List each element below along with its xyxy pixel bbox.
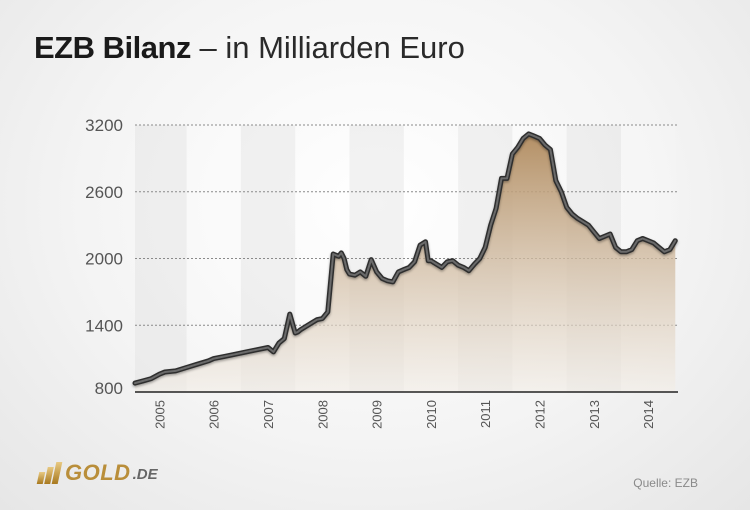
chart-title: EZB Bilanz – in Milliarden Euro <box>34 30 465 66</box>
x-tick-label: 2011 <box>478 400 493 428</box>
x-tick-label: 2014 <box>641 400 656 429</box>
logo-text: GOLD <box>65 460 131 485</box>
y-tick-label: 1400 <box>85 316 123 335</box>
area-fill-group <box>132 131 678 392</box>
gold-de-logo: GOLD .DE <box>36 460 158 485</box>
y-tick-label: 2600 <box>85 183 123 202</box>
x-tick-label: 2009 <box>370 400 385 429</box>
x-axis-ticks: 2005 2006 2007 2008 2009 2010 2011 2012 2013 2014 <box>152 400 656 429</box>
y-tick-label: 2000 <box>85 250 123 269</box>
x-tick-label: 2005 <box>152 400 167 429</box>
x-tick-label: 2010 <box>424 400 439 429</box>
x-tick-label: 2006 <box>207 400 222 429</box>
y-tick-label: 3200 <box>85 116 123 135</box>
y-axis-ticks: 800 1400 2000 2600 3200 <box>85 116 123 398</box>
series-line <box>134 132 677 385</box>
chart-title-bold: EZB Bilanz <box>34 30 191 65</box>
x-tick-label: 2008 <box>315 400 330 429</box>
y-tick-label: 800 <box>95 379 123 398</box>
logo-suffix: .DE <box>132 466 158 483</box>
x-tick-label: 2007 <box>261 400 276 429</box>
x-tick-label: 2013 <box>587 400 602 429</box>
source-note: Quelle: EZB <box>633 476 698 490</box>
area-fill <box>135 133 676 392</box>
x-tick-label: 2012 <box>533 400 548 429</box>
gold-bars-icon <box>36 462 63 484</box>
chart-title-rest: – in Milliarden Euro <box>190 30 465 65</box>
